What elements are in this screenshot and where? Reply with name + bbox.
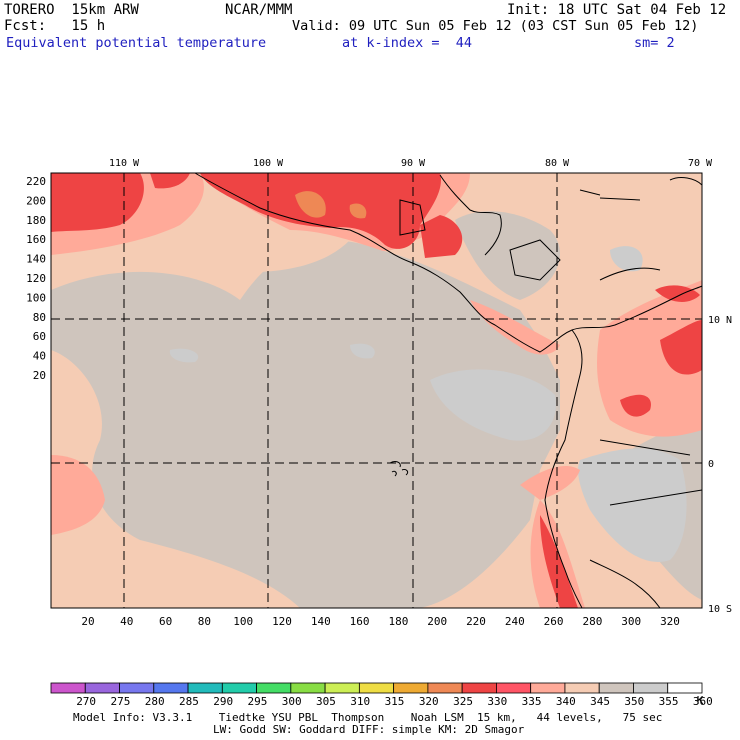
lon-label: 70 W [688, 158, 713, 169]
colorbar-label: 295 [248, 695, 268, 708]
map-panel [50, 172, 703, 609]
map-frame [50, 172, 703, 609]
colorbar-label: 325 [453, 695, 473, 708]
colorbar [50, 682, 703, 694]
colorbar-swatch [221, 682, 257, 694]
colorbar-label: 275 [110, 695, 130, 708]
colorbar-swatch [564, 682, 600, 694]
model-name: TORERO 15km ARW [4, 2, 139, 18]
shading-350-355 [169, 246, 687, 562]
x-tick-label: 40 [120, 615, 133, 628]
coastlines [194, 172, 703, 609]
colorbar-label: 345 [590, 695, 610, 708]
colorbar-swatch [496, 682, 532, 694]
x-tick-label: 180 [388, 615, 408, 628]
colorbar-label: 330 [487, 695, 507, 708]
x-tick-label: 160 [350, 615, 370, 628]
colorbar-swatch [358, 682, 395, 694]
x-tick-label: 120 [272, 615, 292, 628]
valid-time: Valid: 09 UTC Sun 05 Feb 12 (03 CST Sun … [292, 18, 699, 34]
field-name: Equivalent potential temperature [6, 35, 267, 51]
lon-labels: 110 W 100 W 90 W 80 W 70 W [109, 158, 713, 169]
init-time: Init: 18 UTC Sat 04 Feb 12 [507, 2, 727, 18]
colorbar-swatch [153, 682, 189, 694]
y-tick-label: 120 [26, 272, 46, 285]
colorbar-swatch [393, 682, 429, 694]
colorbar-swatch [530, 682, 566, 694]
y-tick-label: 80 [33, 311, 46, 324]
model-info-line2: LW: Godd SW: Goddard DIFF: simple KM: 2D… [213, 723, 525, 736]
lat-label: 10 N [708, 315, 732, 326]
colorbar-label: 290 [213, 695, 233, 708]
y-tick-label: 140 [26, 253, 46, 266]
colorbar-swatch [633, 682, 669, 694]
colorbar-swatch [187, 682, 223, 694]
model-info-line1: Model Info: V3.3.1 Tiedtke YSU PBL Thomp… [73, 711, 663, 724]
x-tick-label: 260 [544, 615, 564, 628]
x-tick-label: 320 [660, 615, 680, 628]
y-tick-label: 60 [33, 330, 46, 343]
colorbar-label: 280 [145, 695, 165, 708]
colorbar-label: 340 [556, 695, 576, 708]
colorbar-label: 335 [522, 695, 542, 708]
colorbar-labels: 270 275 280 285 290 295 300 305 310 315 320 325 330 3… [76, 695, 713, 708]
colorbar-label: 360 [693, 695, 713, 708]
y-tick-label: 20 [33, 369, 46, 382]
graticule [51, 173, 702, 608]
lat-label: 0 [708, 459, 714, 470]
colorbar-label: 310 [350, 695, 370, 708]
x-tick-label: 240 [505, 615, 525, 628]
y-tick-label: 160 [26, 233, 46, 246]
colorbar-swatch [84, 682, 120, 694]
y-tick-label: 180 [26, 214, 46, 227]
lon-label: 80 W [545, 158, 570, 169]
colorbar-swatch [427, 682, 463, 694]
y-tick-label: 100 [26, 291, 46, 304]
colorbar-swatch [324, 682, 360, 694]
colorbar-swatch [667, 682, 703, 694]
colorbar-label: 270 [76, 695, 96, 708]
smoothing-value: sm= 2 [634, 35, 675, 51]
lon-label: 90 W [401, 158, 426, 169]
colorbar-swatch [461, 682, 497, 694]
shading-325-330 [295, 191, 367, 219]
colorbar-unit: K [697, 694, 704, 707]
x-tick-labels: 20 40 60 80 100 120 140 160 180 200 220 240 260 280 30… [81, 615, 680, 628]
colorbar-label: 315 [385, 695, 405, 708]
lon-label: 110 W [109, 158, 140, 169]
colorbar-label: 350 [624, 695, 644, 708]
x-tick-label: 100 [233, 615, 253, 628]
x-tick-label: 20 [81, 615, 94, 628]
colorbar-swatch [256, 682, 292, 694]
colorbar-swatch [598, 682, 634, 694]
x-tick-label: 220 [466, 615, 486, 628]
colorbar-label: 285 [179, 695, 199, 708]
level-index: at k-index = 44 [342, 35, 473, 51]
colorbar-label: 305 [316, 695, 336, 708]
x-tick-label: 280 [582, 615, 602, 628]
colorbar-label: 320 [419, 695, 439, 708]
x-tick-label: 200 [427, 615, 447, 628]
colorbar-swatch [290, 682, 326, 694]
x-tick-label: 60 [159, 615, 172, 628]
lat-label: 10 S [708, 604, 732, 615]
center-name: NCAR/MMM [225, 2, 293, 18]
lon-label: 100 W [253, 158, 284, 169]
colorbar-label: 300 [282, 695, 302, 708]
y-tick-label: 220 [26, 175, 46, 188]
colorbar-swatch [50, 682, 86, 694]
x-tick-label: 140 [311, 615, 331, 628]
y-tick-label: 40 [33, 350, 46, 363]
colorbar-swatch [119, 682, 155, 694]
lat-labels: 10 N 0 10 S [708, 315, 732, 615]
y-tick-label: 200 [26, 194, 46, 207]
colorbar-label: 355 [659, 695, 679, 708]
x-tick-label: 80 [198, 615, 211, 628]
forecast-hour: Fcst: 15 h [4, 18, 106, 34]
x-tick-label: 300 [621, 615, 641, 628]
y-tick-labels: 220 200 180 160 140 120 100 80 60 40 20 [26, 175, 46, 382]
